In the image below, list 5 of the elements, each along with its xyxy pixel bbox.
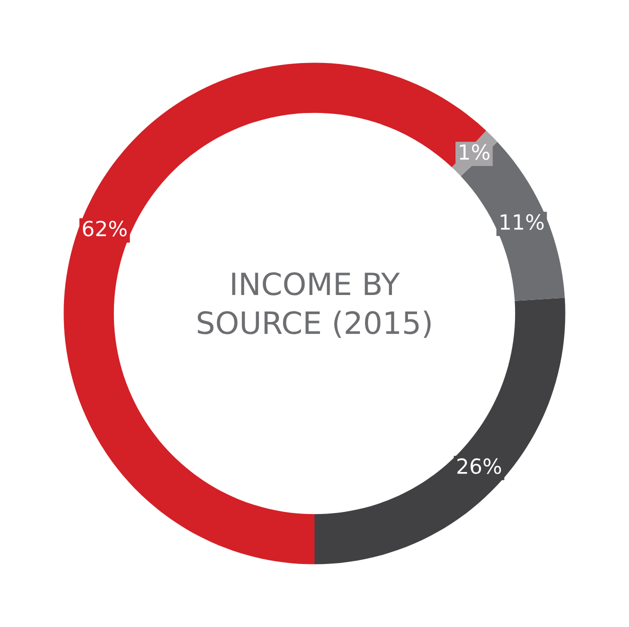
text: INCOME BY SOURCE (2015): [198, 272, 431, 338]
data-label: 62%: [82, 220, 127, 236]
data-label: 11%: [500, 214, 544, 230]
data-label: 1%: [460, 144, 490, 160]
data-label: 26%: [457, 458, 502, 474]
